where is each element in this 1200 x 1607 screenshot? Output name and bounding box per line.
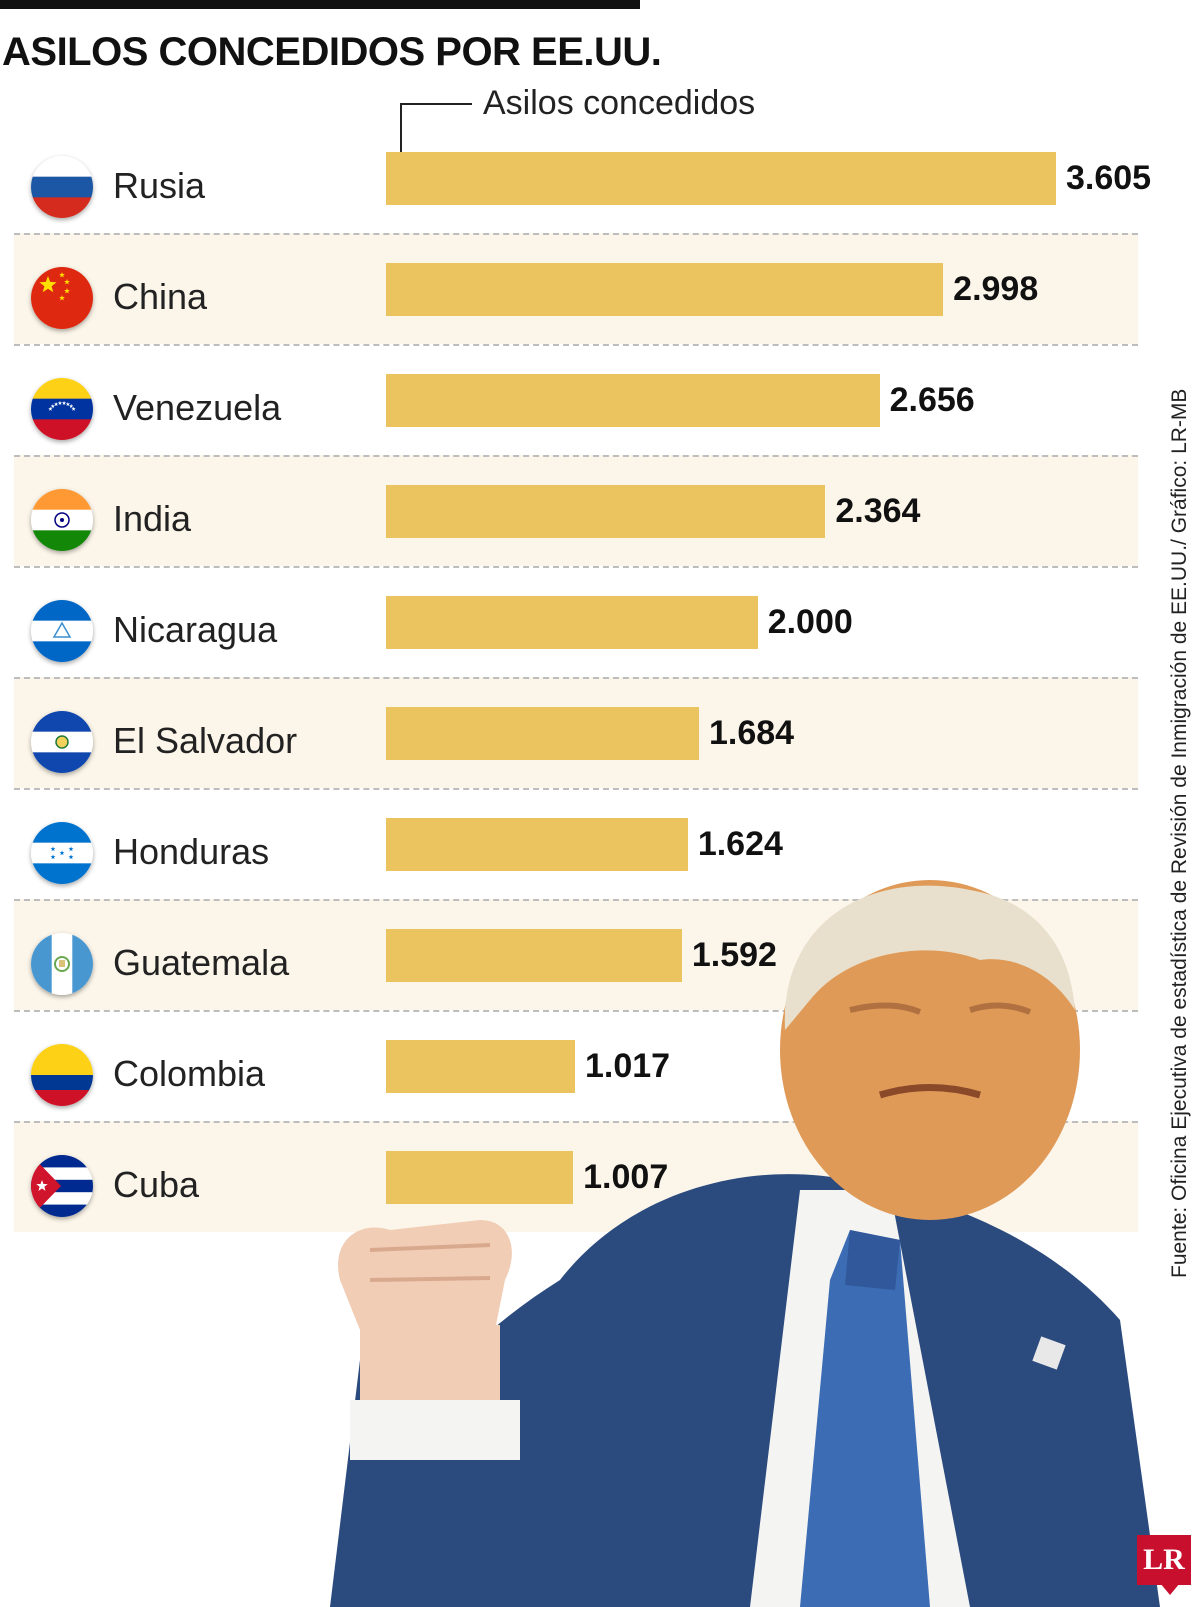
value-label-nicaragua: 2.000 <box>767 603 853 641</box>
lr-logo: LR <box>1137 1535 1191 1585</box>
bar-india <box>386 485 826 538</box>
top-rule <box>0 0 640 9</box>
bar-nicaragua <box>386 596 758 649</box>
value-label-venezuela: 2.656 <box>889 381 975 419</box>
china-flag-icon <box>31 267 93 329</box>
value-label-india: 2.364 <box>835 492 921 530</box>
value-label-guatemala: 1.592 <box>691 936 777 974</box>
row-separator <box>14 344 1138 346</box>
legend-leader-horizontal <box>400 103 472 105</box>
country-label-cuba: Cuba <box>113 1164 200 1205</box>
value-label-cuba: 1.007 <box>583 1158 669 1196</box>
person-photo <box>330 880 1160 1607</box>
source-note: Fuente: Oficina Ejecutiva de estadística… <box>1168 388 1191 1278</box>
guatemala-flag-icon <box>31 933 93 995</box>
bar-rusia <box>386 152 1056 205</box>
colombia-flag-icon <box>31 1044 93 1106</box>
country-label-guatemala: Guatemala <box>113 942 290 983</box>
value-label-el-salvador: 1.684 <box>708 714 795 752</box>
chart-title: ASILOS CONCEDIDOS POR EE.UU. <box>2 30 662 74</box>
lr-logo-tail <box>1160 1583 1180 1595</box>
value-label-china: 2.998 <box>953 270 1039 308</box>
bar-colombia <box>386 1040 575 1093</box>
row-separator <box>14 677 1138 679</box>
bar-china <box>386 263 944 316</box>
honduras-flag-icon <box>31 822 93 884</box>
country-label-venezuela: Venezuela <box>113 387 282 428</box>
value-label-honduras: 1.624 <box>697 825 783 863</box>
country-label-rusia: Rusia <box>113 165 206 206</box>
legend-leader-vertical <box>400 103 402 159</box>
row-separator <box>14 788 1138 790</box>
logo-text: LR <box>1143 1543 1185 1576</box>
bar-guatemala <box>386 929 682 982</box>
country-label-colombia: Colombia <box>113 1053 266 1094</box>
country-label-nicaragua: Nicaragua <box>113 609 278 650</box>
value-label-rusia: 3.605 <box>1066 159 1152 197</box>
row-separator <box>14 1010 1138 1012</box>
bar-venezuela <box>386 374 880 427</box>
row-separator <box>14 233 1138 235</box>
bar-honduras <box>386 818 688 871</box>
russia-flag-icon <box>31 156 93 218</box>
bar-cuba <box>386 1151 574 1204</box>
value-label-colombia: 1.017 <box>585 1047 671 1085</box>
legend-label: Asilos concedidos <box>483 84 756 122</box>
el-salvador-flag-icon <box>31 711 93 773</box>
row-separator <box>14 455 1138 457</box>
row-separator <box>14 1121 1138 1123</box>
cuba-flag-icon <box>31 1155 93 1217</box>
country-label-china: China <box>113 276 208 317</box>
venezuela-flag-icon <box>31 378 93 440</box>
row-separator <box>14 566 1138 568</box>
country-label-india: India <box>113 498 192 539</box>
nicaragua-flag-icon <box>31 600 93 662</box>
row-separator <box>14 899 1138 901</box>
bar-el-salvador <box>386 707 699 760</box>
india-flag-icon <box>31 489 93 551</box>
country-label-el-salvador: El Salvador <box>113 720 298 761</box>
country-label-honduras: Honduras <box>113 831 270 872</box>
